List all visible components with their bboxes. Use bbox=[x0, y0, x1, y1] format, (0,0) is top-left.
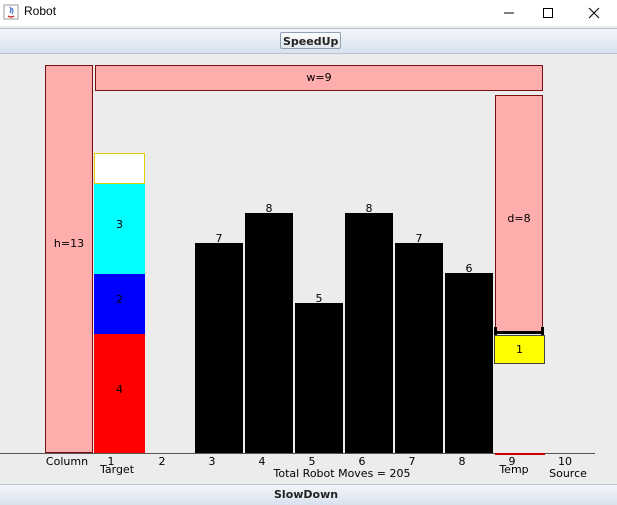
tick-label: 4 bbox=[258, 455, 266, 468]
target-block-blue: 2 bbox=[94, 274, 145, 334]
source-axis-label: Source bbox=[549, 467, 587, 480]
arm-width-label: w=9 bbox=[306, 71, 332, 84]
bar-position-5 bbox=[295, 303, 343, 453]
bar-position-7 bbox=[395, 243, 443, 453]
close-button[interactable] bbox=[571, 0, 617, 26]
speedup-button[interactable]: SpeedUp bbox=[280, 32, 342, 49]
temp-slot-marker bbox=[495, 453, 545, 455]
top-toolbar: SpeedUp bbox=[0, 28, 617, 54]
bar-value-label: 7 bbox=[415, 232, 423, 245]
tick-label: 8 bbox=[458, 455, 466, 468]
target-block-red: 4 bbox=[94, 334, 145, 453]
target-empty-slot bbox=[94, 153, 145, 184]
column-height-label: h=13 bbox=[53, 237, 85, 250]
tick-label: 7 bbox=[408, 455, 416, 468]
target-axis-label: Target bbox=[99, 463, 135, 476]
robot-moves-status: Total Robot Moves = 205 bbox=[273, 467, 411, 480]
gripper-left-claw bbox=[494, 327, 497, 337]
bar-value-label: 5 bbox=[315, 292, 323, 305]
close-icon bbox=[588, 7, 600, 19]
bottom-toolbar: SlowDown bbox=[0, 484, 617, 505]
bar-position-6 bbox=[345, 213, 393, 453]
tick-label: 10 bbox=[558, 455, 572, 468]
maximize-icon bbox=[543, 8, 553, 18]
tick-label: 2 bbox=[158, 455, 166, 468]
target-block-label: 4 bbox=[116, 383, 123, 396]
tick-label: 3 bbox=[208, 455, 216, 468]
tick-label: 6 bbox=[358, 455, 366, 468]
title-bar: Robot bbox=[0, 0, 617, 26]
tick-label: 1 bbox=[107, 455, 115, 468]
bar-value-label: 6 bbox=[465, 262, 473, 275]
column-post: h=13 bbox=[45, 65, 93, 453]
bar-position-3 bbox=[195, 243, 243, 453]
held-block: 1 bbox=[494, 335, 545, 364]
robot-canvas: h=13 w=9 d=8 1 3 2 4 7 8 5 8 7 6 Column … bbox=[0, 53, 617, 484]
target-block-cyan: 3 bbox=[94, 184, 145, 274]
maximize-button[interactable] bbox=[525, 0, 571, 26]
window-title: Robot bbox=[24, 4, 57, 18]
gripper-right-claw bbox=[541, 327, 544, 337]
temp-axis-label: Temp bbox=[499, 463, 529, 476]
bar-value-label: 7 bbox=[215, 232, 223, 245]
drop-depth-label: d=8 bbox=[507, 212, 531, 225]
tick-label: 5 bbox=[308, 455, 316, 468]
minimize-icon bbox=[504, 12, 514, 14]
java-app-icon bbox=[3, 4, 19, 20]
target-block-label: 2 bbox=[116, 293, 123, 306]
slowdown-button[interactable]: SlowDown bbox=[274, 488, 339, 501]
arm-beam: w=9 bbox=[95, 65, 543, 91]
held-block-label: 1 bbox=[516, 343, 523, 356]
minimize-button[interactable] bbox=[486, 0, 532, 26]
bar-value-label: 8 bbox=[365, 202, 373, 215]
bar-value-label: 8 bbox=[265, 202, 273, 215]
column-axis-label: Column bbox=[45, 455, 89, 468]
target-block-label: 3 bbox=[116, 218, 123, 231]
bar-position-4 bbox=[245, 213, 293, 453]
ground-line bbox=[0, 453, 595, 454]
gripper-bar bbox=[495, 331, 544, 334]
drop-rope: d=8 bbox=[495, 95, 543, 333]
bar-position-8 bbox=[445, 273, 493, 453]
tick-label: 9 bbox=[508, 455, 516, 468]
